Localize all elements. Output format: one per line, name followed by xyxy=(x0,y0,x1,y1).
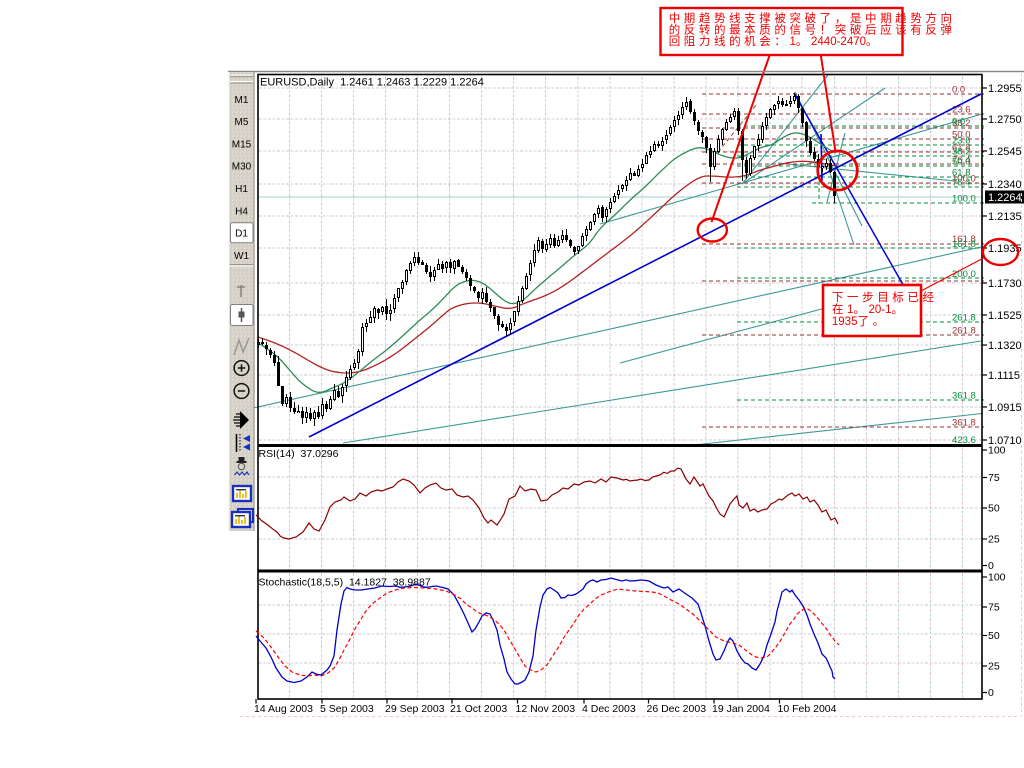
svg-text:下一步目标已经: 下一步目标已经 xyxy=(832,291,938,304)
svg-text:中期趋势线支撑被突破了，是中期趋势方向: 中期趋势线支撑被突破了，是中期趋势方向 xyxy=(669,11,956,25)
svg-text:M1: M1 xyxy=(235,95,249,106)
svg-text:261.8: 261.8 xyxy=(952,313,976,324)
svg-text:50: 50 xyxy=(988,630,1000,642)
svg-text:M30: M30 xyxy=(232,162,252,173)
svg-text:4 Dec 2003: 4 Dec 2003 xyxy=(582,703,636,715)
svg-text:100: 100 xyxy=(988,572,1006,584)
svg-text:0.0: 0.0 xyxy=(952,85,965,96)
svg-text:14 Aug 2003: 14 Aug 2003 xyxy=(254,703,313,715)
svg-text:回阻力线的机会：1。2440-2470。: 回阻力线的机会：1。2440-2470。 xyxy=(669,34,881,48)
svg-text:50: 50 xyxy=(988,503,1000,515)
svg-text:25: 25 xyxy=(988,661,1000,673)
svg-text:261.8: 261.8 xyxy=(952,326,976,337)
svg-text:M15: M15 xyxy=(232,139,252,150)
svg-text:76.4: 76.4 xyxy=(952,155,971,166)
svg-text:1.0915: 1.0915 xyxy=(988,402,1022,414)
svg-text:161.8: 161.8 xyxy=(952,239,976,250)
svg-text:23.6: 23.6 xyxy=(952,136,971,147)
svg-text:0: 0 xyxy=(988,560,994,572)
svg-text:1.0710: 1.0710 xyxy=(988,435,1022,447)
svg-text:0: 0 xyxy=(988,687,994,699)
svg-text:0.0: 0.0 xyxy=(952,117,965,128)
svg-text:12 Nov 2003: 12 Nov 2003 xyxy=(516,703,576,715)
svg-text:1.1115: 1.1115 xyxy=(988,370,1020,382)
svg-text:5 Sep 2003: 5 Sep 2003 xyxy=(320,703,374,715)
svg-text:19 Jan 2004: 19 Jan 2004 xyxy=(712,703,770,715)
svg-text:61.8: 61.8 xyxy=(952,168,971,179)
svg-text:1.2340: 1.2340 xyxy=(988,179,1022,191)
svg-text:21 Oct 2003: 21 Oct 2003 xyxy=(450,703,507,715)
svg-text:Stochastic(18,5,5) 14.1827 3: Stochastic(18,5,5) 14.1827 38.9887 xyxy=(259,577,431,589)
svg-text:M5: M5 xyxy=(235,117,249,128)
svg-text:1.2264: 1.2264 xyxy=(988,192,1022,204)
svg-text:1.1320: 1.1320 xyxy=(988,340,1022,352)
svg-text:1.1730: 1.1730 xyxy=(988,278,1022,290)
svg-text:76.4: 76.4 xyxy=(952,178,971,189)
svg-text:161.8: 161.8 xyxy=(952,234,976,245)
svg-text:RSI(14) 37.0296: RSI(14) 37.0296 xyxy=(259,448,339,460)
svg-text:1.2955: 1.2955 xyxy=(988,83,1022,95)
svg-text:75: 75 xyxy=(988,472,1000,484)
svg-text:100.0: 100.0 xyxy=(952,174,976,185)
svg-text:50.0: 50.0 xyxy=(952,130,971,141)
svg-text:100.0: 100.0 xyxy=(952,194,976,205)
svg-text:W1: W1 xyxy=(234,251,249,262)
svg-text:D1: D1 xyxy=(235,229,248,240)
svg-text:423.6: 423.6 xyxy=(952,435,976,446)
svg-text:1.2750: 1.2750 xyxy=(988,114,1022,126)
svg-text:100: 100 xyxy=(988,445,1006,457)
svg-text:75: 75 xyxy=(988,602,1000,614)
svg-text:10 Feb 2004: 10 Feb 2004 xyxy=(778,703,837,715)
svg-text:1.1525: 1.1525 xyxy=(988,310,1022,322)
svg-text:在1。20-1。: 在1。20-1。 xyxy=(832,303,907,316)
svg-text:61.8: 61.8 xyxy=(952,143,971,154)
svg-text:26 Dec 2003: 26 Dec 2003 xyxy=(647,703,707,715)
svg-text:H1: H1 xyxy=(235,184,248,195)
svg-text:23.6: 23.6 xyxy=(952,105,971,116)
svg-text:200.0: 200.0 xyxy=(952,269,976,280)
svg-text:38.2: 38.2 xyxy=(952,118,971,129)
svg-text:361.8: 361.8 xyxy=(952,391,976,402)
svg-text:1935了。: 1935了。 xyxy=(832,315,888,328)
svg-text:1.2545: 1.2545 xyxy=(988,146,1022,158)
svg-text:29 Sep 2003: 29 Sep 2003 xyxy=(385,703,445,715)
svg-text:25: 25 xyxy=(988,534,1000,546)
svg-text:EURUSD,Daily 1.2461 1.2463 1.: EURUSD,Daily 1.2461 1.2463 1.2229 1.2264 xyxy=(260,77,484,89)
svg-text:1.1935: 1.1935 xyxy=(988,243,1022,255)
svg-text:50.0: 50.0 xyxy=(952,157,971,168)
svg-text:38.2: 38.2 xyxy=(952,147,971,158)
svg-text:的反转的最本质的信号！突破后应该有反弹: 的反转的最本质的信号！突破后应该有反弹 xyxy=(669,23,956,37)
svg-text:H4: H4 xyxy=(235,206,248,217)
svg-text:361.8: 361.8 xyxy=(952,418,976,429)
svg-text:1.2135: 1.2135 xyxy=(988,211,1022,223)
